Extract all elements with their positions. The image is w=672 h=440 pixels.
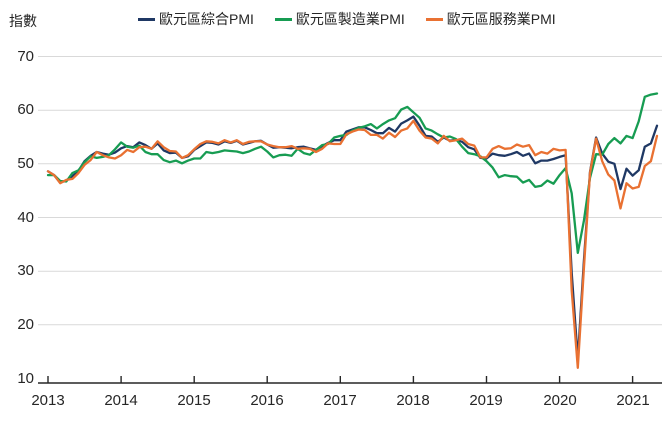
- legend-item-services: 歐元區服務業PMI: [425, 9, 556, 29]
- legend: 歐元區綜合PMI 歐元區製造業PMI 歐元區服務業PMI: [138, 9, 556, 29]
- x-tick-label-2020: 2020: [543, 392, 577, 409]
- x-tick-label-2016: 2016: [250, 392, 284, 409]
- y-tick-label-30: 30: [17, 262, 34, 279]
- legend-label-services: 歐元區服務業PMI: [446, 11, 556, 27]
- legend-label-composite: 歐元區綜合PMI: [159, 11, 254, 27]
- x-tick-label-2014: 2014: [104, 392, 138, 409]
- y-tick-label-20: 20: [17, 316, 34, 333]
- y-tick-label-40: 40: [17, 209, 34, 226]
- services-line-swatch-icon: [425, 17, 443, 21]
- x-tick-label-2013: 2013: [31, 392, 65, 409]
- manufacturing-line-swatch-icon: [274, 17, 292, 21]
- x-tick-label-2015: 2015: [177, 392, 211, 409]
- y-tick-label-10: 10: [17, 370, 34, 387]
- composite-line-swatch-icon: [138, 17, 155, 21]
- gridlines: [38, 56, 662, 326]
- y-axis-title: 指數: [9, 13, 37, 29]
- y-tick-label-50: 50: [17, 155, 34, 172]
- x-tick-label-2019: 2019: [469, 392, 503, 409]
- x-tick-label-2021: 2021: [616, 392, 650, 409]
- y-tick-label-70: 70: [17, 48, 34, 65]
- services-pmi-line: [46, 119, 659, 369]
- y-tick-label-60: 60: [17, 101, 34, 118]
- legend-label-manufacturing: 歐元區製造業PMI: [295, 11, 405, 27]
- x-tick-label-2017: 2017: [323, 392, 357, 409]
- x-tick-label-2018: 2018: [396, 392, 430, 409]
- x-axis: [38, 376, 662, 384]
- series-lines: [46, 92, 659, 369]
- legend-item-composite: 歐元區綜合PMI: [138, 9, 254, 29]
- legend-item-manufacturing: 歐元區製造業PMI: [274, 9, 405, 29]
